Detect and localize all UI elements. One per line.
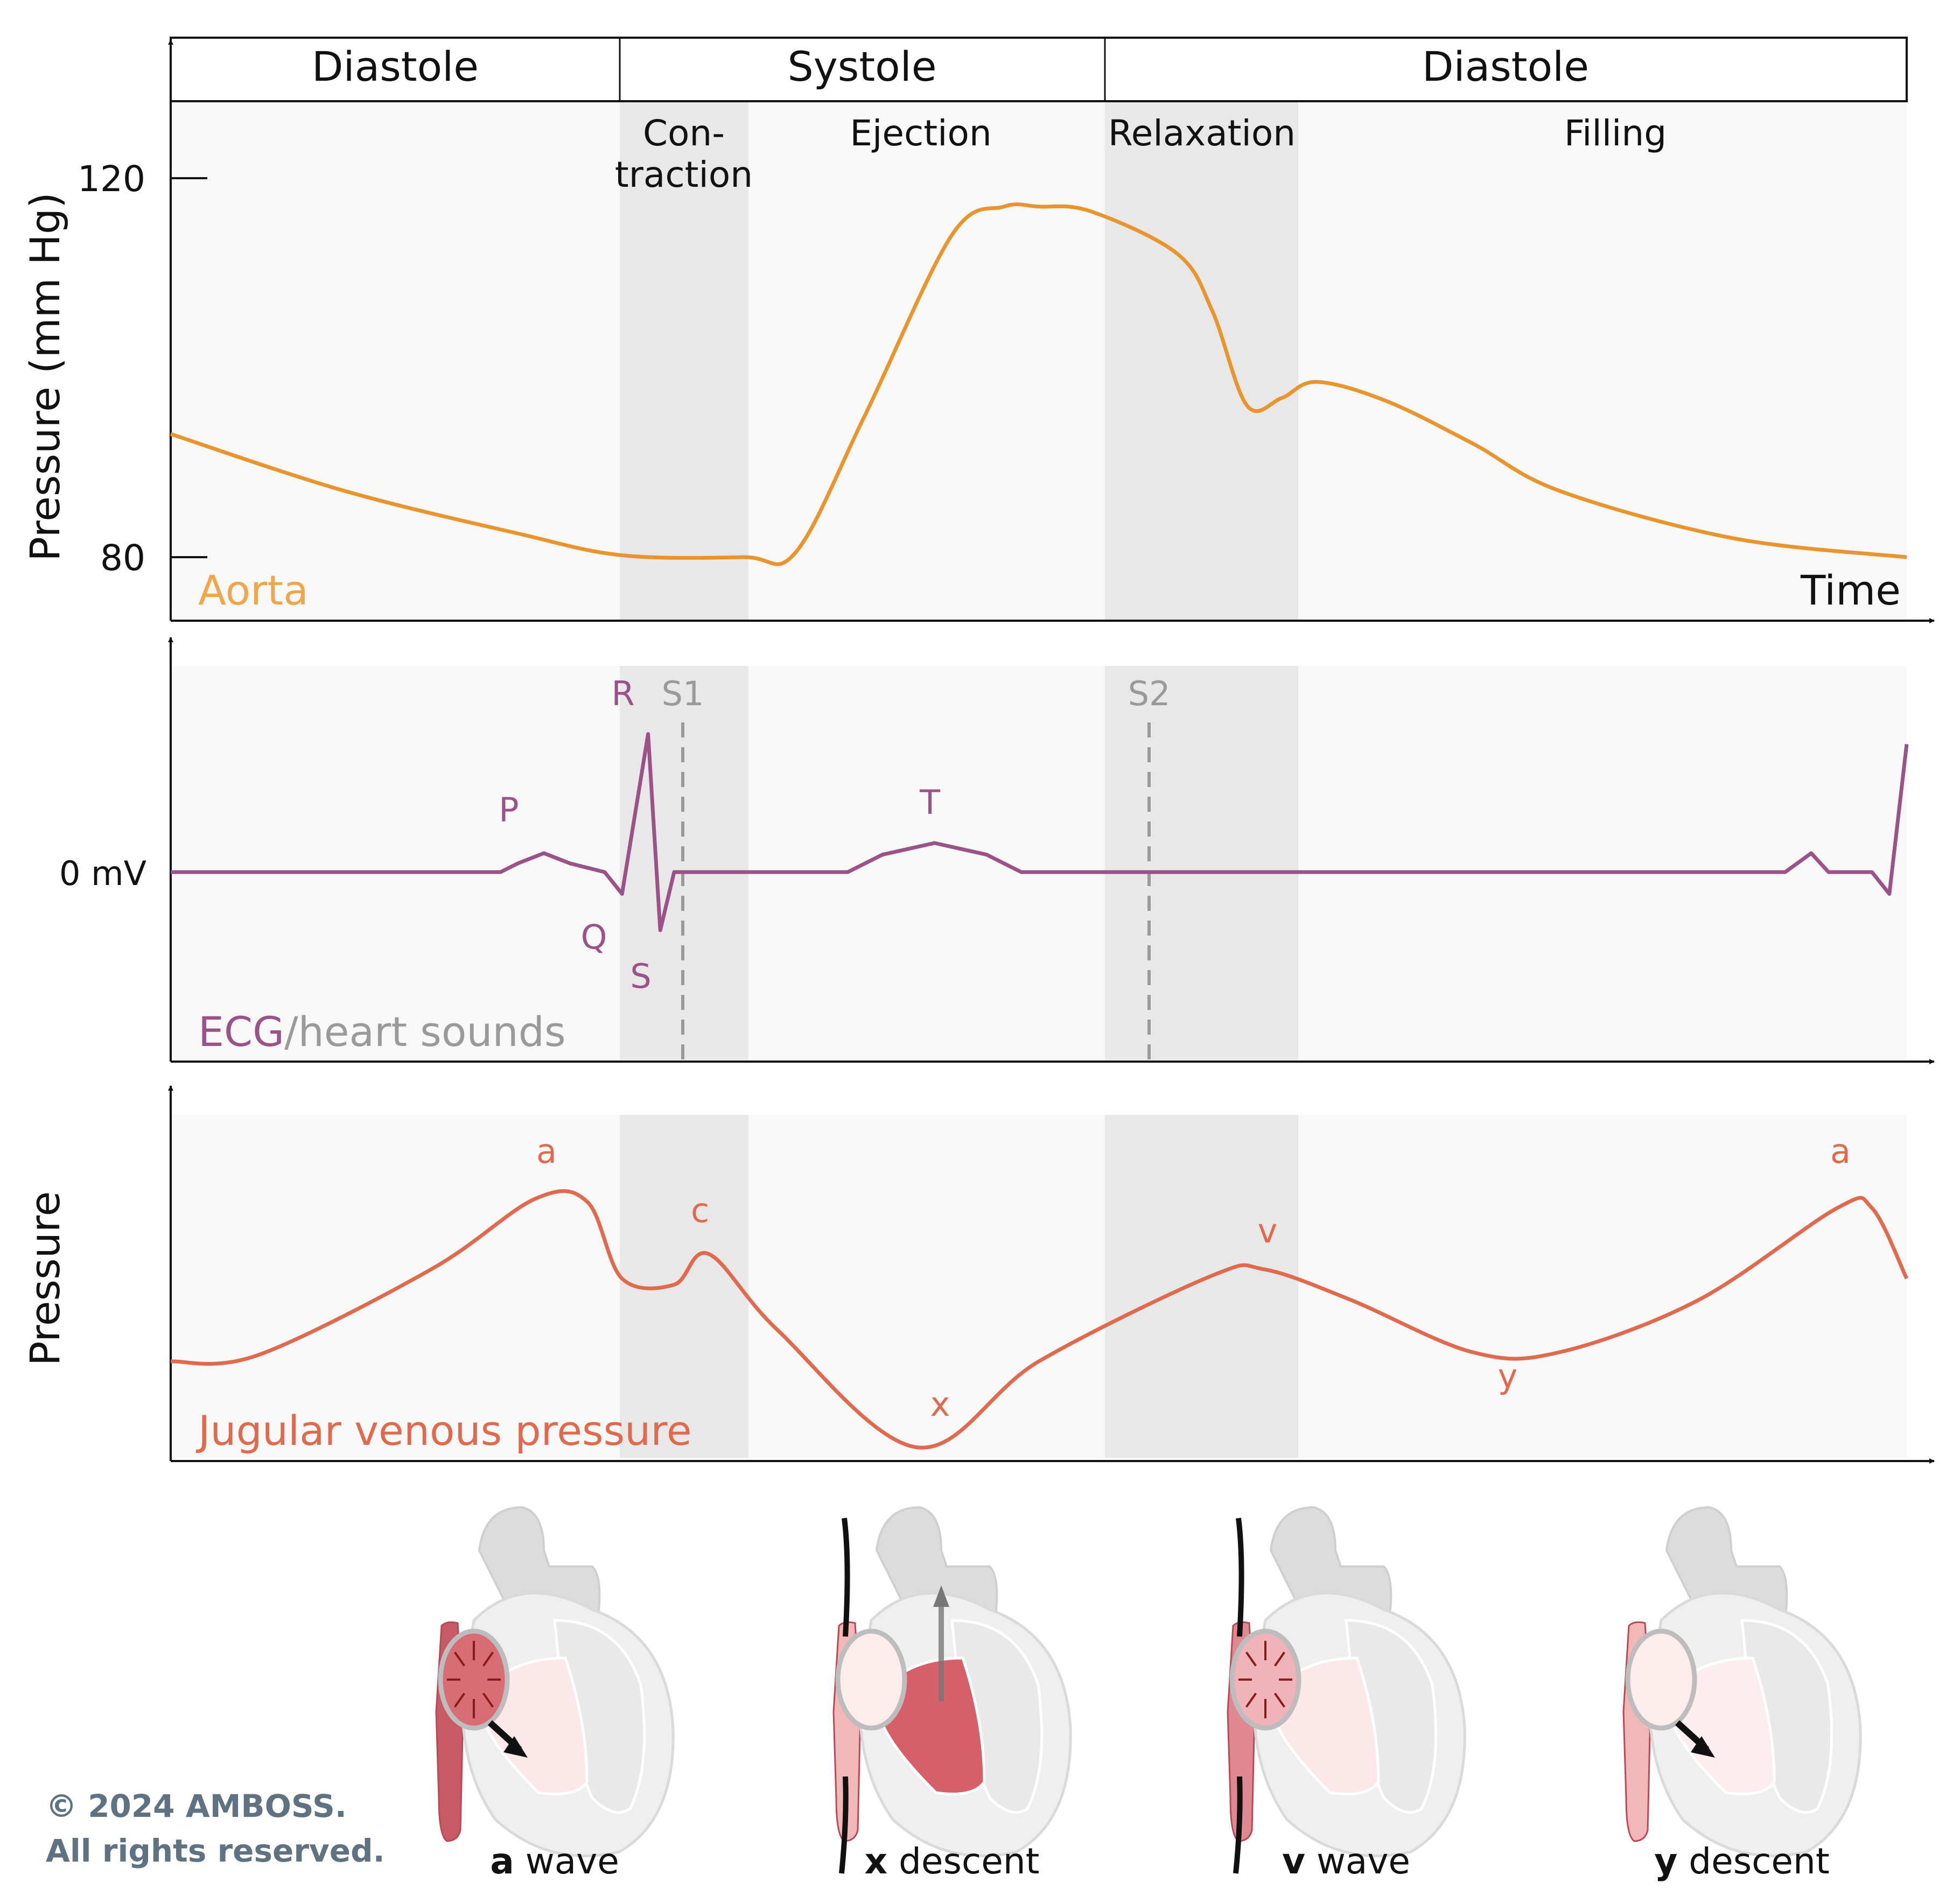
jvp-x-label: x [930, 1385, 950, 1424]
aorta-pressure-curve [170, 202, 1907, 566]
ecg-trace [171, 732, 1909, 932]
subphase-contraction-line2: traction [615, 154, 753, 195]
subphase-ejection: Ejection [850, 113, 991, 154]
caption-word: wave [514, 1841, 619, 1882]
heart-sounds-word: /heart sounds [284, 1008, 566, 1056]
ecg-r-label: R [611, 674, 634, 713]
heart-a-wave: a wave [435, 1506, 675, 1882]
jvp-c-label: c [691, 1191, 709, 1230]
s1-label: S1 [662, 674, 704, 713]
ecg-t-label: T [919, 783, 941, 822]
caption-word: wave [1305, 1841, 1410, 1882]
caption-letter: x [864, 1841, 887, 1882]
ecg-series-label: ECG/heart sounds [198, 1008, 566, 1056]
contraction-arrow [454, 1693, 465, 1708]
phase-header: Diastole Systole Diastole [170, 37, 1908, 102]
ecg-q-label: Q [581, 917, 607, 957]
band-relaxation-3 [1105, 1115, 1298, 1458]
contraction-arrow [1274, 1693, 1285, 1708]
right-ventricle [1275, 1656, 1380, 1795]
heart-caption: x descent [864, 1841, 1039, 1882]
right-ventricle [483, 1656, 589, 1795]
right-atrium [835, 1628, 907, 1731]
caption-letter: v [1282, 1841, 1305, 1882]
heart-illustrations: a wave x descent v wave y descent [435, 1506, 1862, 1882]
panel-jvp-bg [171, 1115, 1907, 1458]
contraction-arrow [1245, 1693, 1257, 1708]
caption-word: descent [887, 1841, 1039, 1882]
band-relaxation-1 [1105, 101, 1298, 620]
right-atrium [1625, 1628, 1697, 1731]
ytick-120: 120 [78, 158, 145, 200]
ecg-p-label: P [499, 790, 519, 830]
phase-diastole-1: Diastole [312, 43, 479, 90]
caption-letter: a [490, 1841, 514, 1882]
jvp-y-wave-label: y [1498, 1357, 1518, 1396]
ytick-80: 80 [100, 537, 145, 579]
contraction-arrow [1245, 1651, 1257, 1667]
venous-inflow-arrow-icon [842, 1518, 850, 1637]
aorta-series-label: Aorta [198, 566, 309, 614]
copyright-line-2: All rights reserved. [46, 1832, 385, 1869]
jvp-series-label: Jugular venous pressure [196, 1407, 692, 1455]
caption-letter: y [1654, 1841, 1677, 1882]
heart-y-descent: y descent [1622, 1506, 1862, 1882]
venous-inflow-arrow-icon-lower [839, 1776, 849, 1874]
subphase-relaxation: Relaxation [1108, 113, 1296, 154]
copyright-line-1: © 2024 AMBOSS. [46, 1788, 347, 1824]
subphase-contraction-line1: Con- [643, 113, 725, 154]
axes [168, 39, 1935, 1464]
band-relaxation-2 [1105, 666, 1298, 1060]
jvp-y-label: Pressure [21, 1191, 69, 1366]
caption-word: descent [1677, 1841, 1829, 1882]
aorta-y-label: Pressure (mm Hg) [21, 192, 69, 561]
jvp-v-label: v [1258, 1211, 1278, 1251]
jvp-a-label-1: a [536, 1132, 557, 1171]
contraction-arrow [1274, 1651, 1285, 1667]
heart-caption: y descent [1654, 1841, 1830, 1882]
venous-inflow-arrow-icon-lower [1233, 1776, 1243, 1874]
heart-caption: a wave [490, 1841, 619, 1882]
ecg-s-label: S [630, 957, 651, 996]
time-axis-label: Time [1800, 566, 1901, 614]
band-contraction-1 [620, 101, 748, 620]
zero-mv-label: 0 mV [59, 854, 146, 893]
contraction-arrow [454, 1651, 465, 1667]
jvp-curve [170, 1189, 1909, 1450]
phase-diastole-2: Diastole [1422, 43, 1589, 90]
panel-aorta-bg [171, 101, 1907, 620]
subphase-filling: Filling [1564, 113, 1667, 154]
heart-v-wave: v wave [1227, 1506, 1466, 1882]
ecg-word: ECG [198, 1008, 284, 1056]
contraction-arrow [482, 1651, 494, 1667]
heart-caption: v wave [1282, 1841, 1410, 1882]
venous-inflow-arrow-icon [1236, 1518, 1244, 1637]
right-ventricle [1670, 1656, 1776, 1795]
phase-systole: Systole [788, 43, 937, 90]
panel-ecg-bg [171, 666, 1907, 1060]
heart-x-descent: x descent [832, 1506, 1072, 1882]
jvp-a-label-2: a [1830, 1132, 1851, 1171]
contraction-arrow [482, 1693, 494, 1708]
s2-label: S2 [1128, 674, 1171, 713]
